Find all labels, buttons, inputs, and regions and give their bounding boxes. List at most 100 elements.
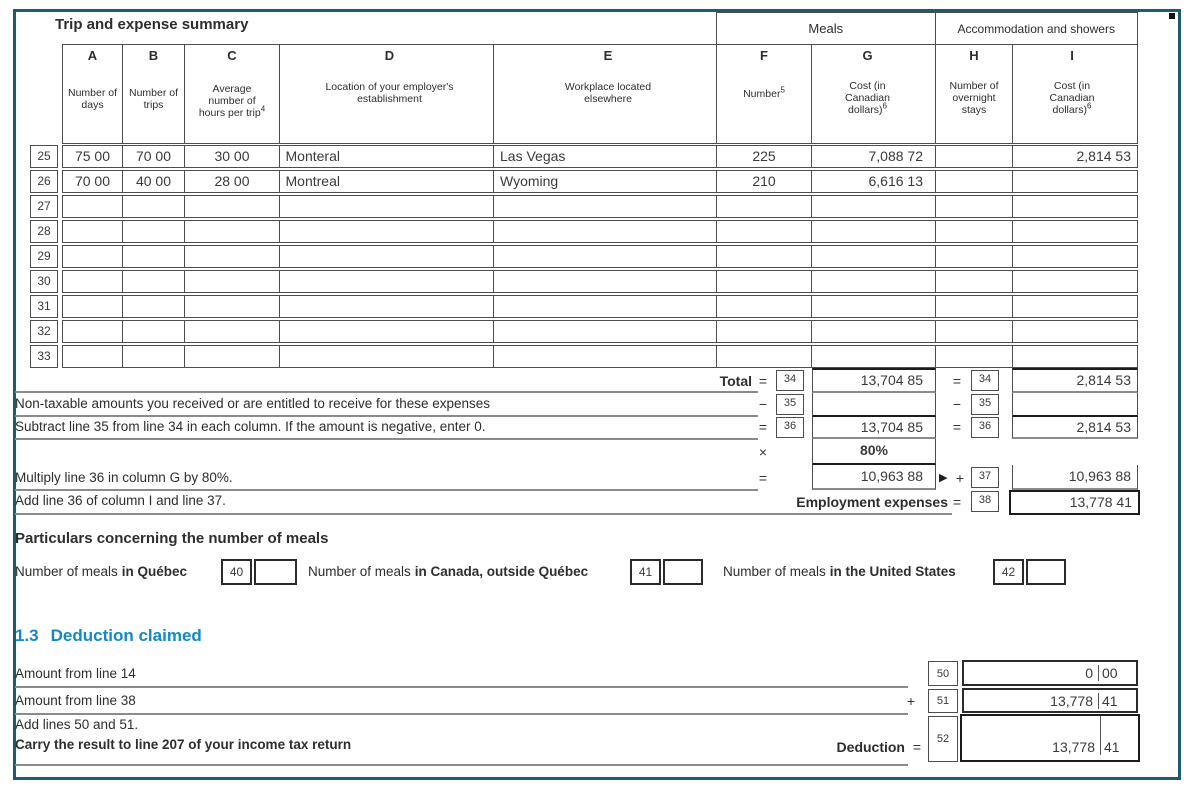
cell-accommodation-cost[interactable] <box>1012 245 1138 268</box>
cell-meals-cost[interactable]: 7,088 72 <box>811 145 936 168</box>
cell-stays[interactable] <box>934 145 1014 168</box>
cell-meals-cost[interactable] <box>811 320 936 343</box>
cell-hours[interactable] <box>184 320 280 343</box>
cell-days[interactable] <box>62 270 123 293</box>
cell-trips[interactable] <box>121 295 186 318</box>
cell-accommodation-cost[interactable] <box>1012 170 1138 193</box>
cell-location[interactable]: Monteral <box>278 145 495 168</box>
cell-hours[interactable] <box>184 270 280 293</box>
cell-stays[interactable] <box>934 245 1014 268</box>
line-38-codebox: 38 <box>971 491 999 512</box>
cell-days[interactable] <box>62 295 123 318</box>
cell-workplace[interactable]: Wyoming <box>493 170 717 193</box>
cell-location[interactable] <box>278 295 495 318</box>
line-36-meals-amount[interactable]: 13,704 85 <box>812 416 936 439</box>
cell-meals-number[interactable] <box>715 245 813 268</box>
cell-stays[interactable] <box>934 195 1014 218</box>
cell-days[interactable] <box>62 320 123 343</box>
cell-trips[interactable] <box>121 270 186 293</box>
cell-accommodation-cost[interactable] <box>1012 220 1138 243</box>
cell-workplace[interactable] <box>493 270 717 293</box>
cell-stays[interactable] <box>934 320 1014 343</box>
cell-accommodation-cost[interactable] <box>1012 195 1138 218</box>
cell-hours[interactable]: 28 00 <box>184 170 280 193</box>
cell-location[interactable]: Montreal <box>278 170 495 193</box>
line-37-accommodation-amount[interactable]: 10,963 88 <box>1012 465 1138 490</box>
cell-days[interactable]: 75 00 <box>62 145 123 168</box>
cell-hours[interactable] <box>184 345 280 368</box>
line-37-codebox: 37 <box>971 467 999 488</box>
line-35-accommodation-amount[interactable] <box>1012 392 1138 417</box>
cell-days[interactable]: 70 00 <box>62 170 123 193</box>
cell-meals-number[interactable] <box>715 345 813 368</box>
cell-hours[interactable] <box>184 195 280 218</box>
cell-hours[interactable] <box>184 295 280 318</box>
cell-trips[interactable]: 40 00 <box>121 170 186 193</box>
cell-meals-number[interactable] <box>715 320 813 343</box>
line-50-amount[interactable]: 0 00 <box>962 660 1138 686</box>
cell-location[interactable] <box>278 220 495 243</box>
cell-workplace[interactable] <box>493 295 717 318</box>
cell-trips[interactable] <box>121 320 186 343</box>
cell-accommodation-cost[interactable] <box>1012 295 1138 318</box>
cell-meals-cost[interactable]: 6,616 13 <box>811 170 936 193</box>
cell-trips[interactable] <box>121 195 186 218</box>
cell-location[interactable] <box>278 245 495 268</box>
line-38-amount[interactable]: 13,778 41 <box>1009 489 1140 515</box>
cell-meals-cost[interactable] <box>811 270 936 293</box>
cell-trips[interactable]: 70 00 <box>121 145 186 168</box>
column-header-i: I Cost (in Canadian dollars)6 <box>1012 43 1138 144</box>
cell-meals-number[interactable] <box>715 220 813 243</box>
cell-days[interactable] <box>62 195 123 218</box>
cell-accommodation-cost[interactable]: 2,814 53 <box>1012 145 1138 168</box>
meals-quebec-label: Number of meals in Québec <box>15 564 188 579</box>
meals-quebec-input[interactable] <box>254 559 297 585</box>
cell-workplace[interactable] <box>493 345 717 368</box>
cell-meals-number[interactable] <box>715 195 813 218</box>
cell-workplace[interactable] <box>493 320 717 343</box>
cell-trips[interactable] <box>121 220 186 243</box>
meals-us-input[interactable] <box>1026 559 1066 585</box>
cell-hours[interactable] <box>184 245 280 268</box>
cell-stays[interactable] <box>934 270 1014 293</box>
line-35-meals-amount[interactable] <box>812 392 936 417</box>
cell-stays[interactable] <box>934 170 1014 193</box>
line-36-accommodation-amount[interactable]: 2,814 53 <box>1012 416 1138 439</box>
cell-meals-cost[interactable] <box>811 345 936 368</box>
cell-hours[interactable] <box>184 220 280 243</box>
cell-stays[interactable] <box>934 295 1014 318</box>
cell-hours[interactable]: 30 00 <box>184 145 280 168</box>
cell-meals-cost[interactable] <box>811 220 936 243</box>
cell-meals-number[interactable] <box>715 270 813 293</box>
cell-meals-number[interactable]: 210 <box>715 170 813 193</box>
cell-workplace[interactable]: Las Vegas <box>493 145 717 168</box>
cell-meals-cost[interactable] <box>811 295 936 318</box>
cell-location[interactable] <box>278 195 495 218</box>
cell-days[interactable] <box>62 345 123 368</box>
cell-location[interactable] <box>278 320 495 343</box>
line-51-amount[interactable]: 13,778 41 <box>962 688 1138 713</box>
cell-workplace[interactable] <box>493 220 717 243</box>
cell-trips[interactable] <box>121 345 186 368</box>
cell-meals-number[interactable] <box>715 295 813 318</box>
cell-trips[interactable] <box>121 245 186 268</box>
cell-accommodation-cost[interactable] <box>1012 345 1138 368</box>
cell-workplace[interactable] <box>493 245 717 268</box>
cell-location[interactable] <box>278 345 495 368</box>
line-37-result-amount[interactable]: 10,963 88 <box>812 465 936 490</box>
meals-canada-input[interactable] <box>663 559 703 585</box>
line-34-accommodation-amount[interactable]: 2,814 53 <box>1012 368 1138 393</box>
cell-meals-cost[interactable] <box>811 195 936 218</box>
cell-stays[interactable] <box>934 345 1014 368</box>
cell-location[interactable] <box>278 270 495 293</box>
cell-stays[interactable] <box>934 220 1014 243</box>
line-52-amount[interactable]: 13,778 41 <box>960 714 1140 762</box>
cell-days[interactable] <box>62 220 123 243</box>
cell-days[interactable] <box>62 245 123 268</box>
line-34-meals-amount[interactable]: 13,704 85 <box>812 368 936 393</box>
cell-accommodation-cost[interactable] <box>1012 320 1138 343</box>
cell-meals-number[interactable]: 225 <box>715 145 813 168</box>
cell-workplace[interactable] <box>493 195 717 218</box>
cell-accommodation-cost[interactable] <box>1012 270 1138 293</box>
cell-meals-cost[interactable] <box>811 245 936 268</box>
